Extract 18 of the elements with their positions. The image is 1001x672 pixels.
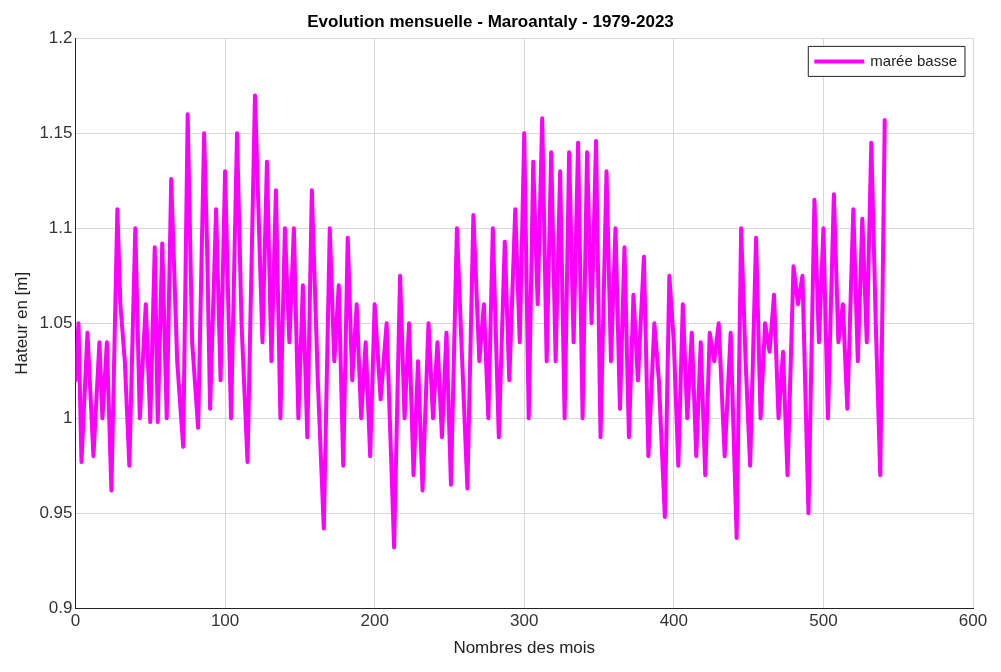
- y-tick-label: 1.2: [48, 28, 73, 48]
- x-tick-label: 500: [809, 611, 838, 631]
- chart-title: Evolution mensuelle - Maroantaly - 1979-2023: [307, 11, 674, 31]
- y-tick-label: 1: [63, 407, 73, 427]
- x-tick-label: 400: [659, 611, 689, 631]
- x-tick-label: 200: [360, 611, 389, 631]
- y-tick-label: 1.15: [39, 123, 73, 143]
- y-axis-title: Hateur en [m]: [11, 271, 31, 375]
- y-tick-label: 0.9: [48, 597, 73, 617]
- x-tick-label: 300: [510, 611, 539, 631]
- x-tick-label: 600: [958, 611, 988, 631]
- legend-label: marée basse: [870, 51, 958, 69]
- y-tick-label: 1.05: [39, 312, 73, 332]
- x-tick-label: 100: [210, 611, 240, 631]
- x-axis-title: Nombres des mois: [453, 638, 596, 658]
- y-tick-label: 1.1: [48, 218, 73, 238]
- x-tick-label: 0: [70, 611, 81, 631]
- y-tick-label: 0.95: [39, 502, 73, 522]
